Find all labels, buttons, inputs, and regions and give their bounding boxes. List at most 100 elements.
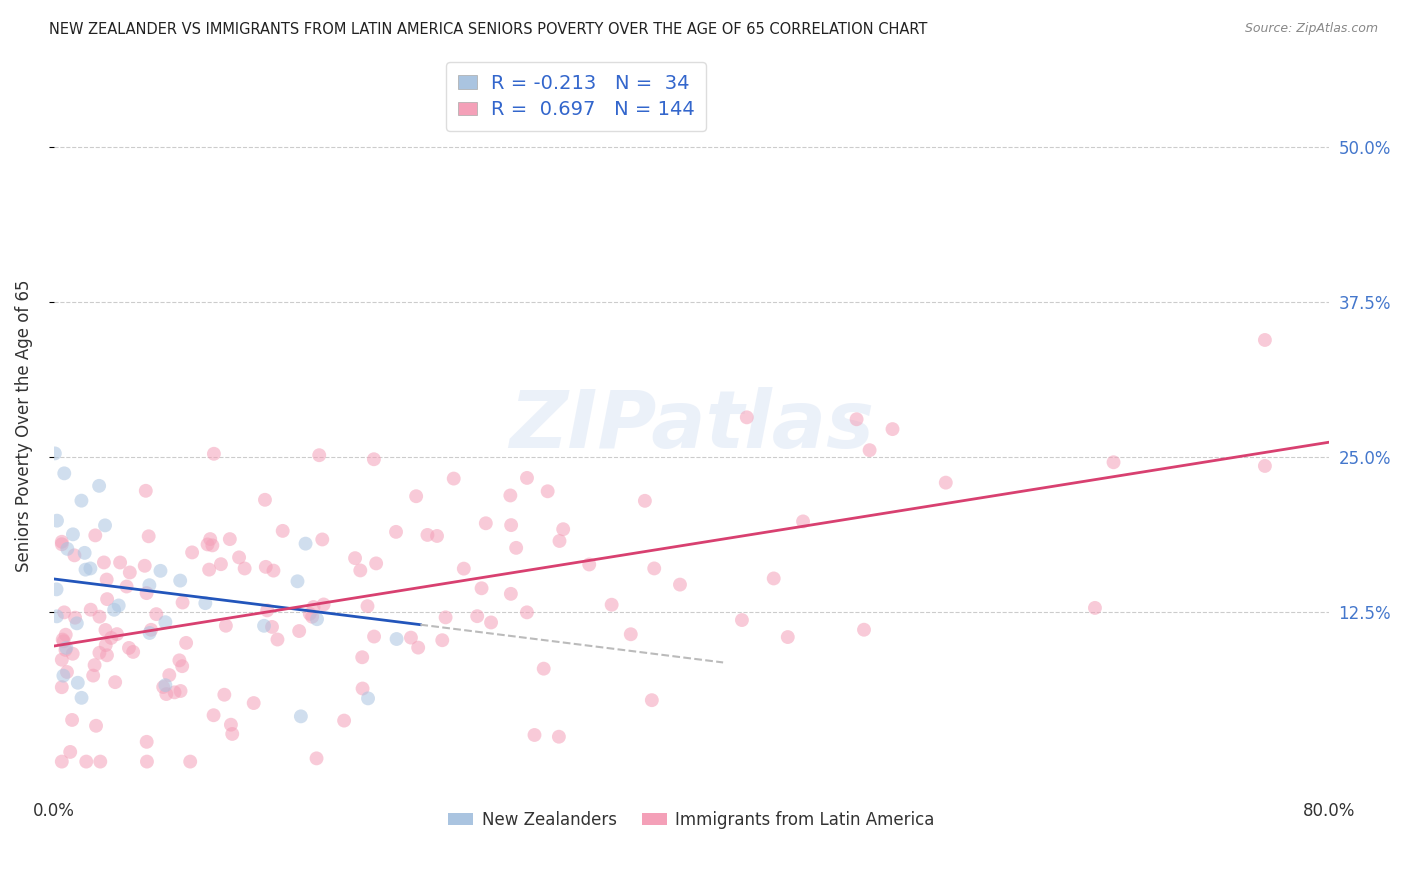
Point bbox=[172, 659, 194, 673]
Point bbox=[641, 693, 664, 707]
Point bbox=[62, 647, 84, 661]
Point bbox=[73, 546, 96, 560]
Point bbox=[155, 687, 177, 701]
Point bbox=[93, 556, 115, 570]
Point bbox=[84, 719, 107, 733]
Point bbox=[385, 524, 408, 539]
Point bbox=[443, 472, 465, 486]
Point bbox=[70, 690, 93, 705]
Point bbox=[405, 489, 427, 503]
Point bbox=[45, 582, 67, 597]
Point bbox=[731, 613, 754, 627]
Point bbox=[53, 606, 76, 620]
Point bbox=[51, 534, 73, 549]
Point bbox=[66, 616, 89, 631]
Point bbox=[221, 727, 243, 741]
Point bbox=[201, 538, 224, 552]
Point bbox=[63, 549, 86, 563]
Point bbox=[118, 640, 141, 655]
Point bbox=[172, 595, 194, 609]
Point bbox=[134, 558, 156, 573]
Point bbox=[51, 680, 73, 694]
Point bbox=[516, 471, 538, 485]
Point bbox=[385, 632, 408, 646]
Point bbox=[181, 545, 204, 559]
Point bbox=[643, 561, 665, 575]
Point bbox=[533, 662, 555, 676]
Point bbox=[96, 648, 118, 663]
Point bbox=[432, 633, 454, 648]
Point bbox=[200, 532, 222, 546]
Point bbox=[288, 624, 311, 638]
Point bbox=[479, 615, 502, 630]
Point bbox=[416, 528, 439, 542]
Point bbox=[89, 479, 111, 493]
Point bbox=[271, 524, 294, 538]
Point bbox=[155, 678, 177, 692]
Y-axis label: Seniors Poverty Over the Age of 65: Seniors Poverty Over the Age of 65 bbox=[15, 280, 32, 573]
Point bbox=[138, 529, 160, 543]
Point bbox=[471, 582, 494, 596]
Point bbox=[294, 536, 316, 550]
Point bbox=[363, 452, 385, 467]
Point bbox=[135, 586, 157, 600]
Point bbox=[228, 550, 250, 565]
Point bbox=[406, 640, 429, 655]
Point bbox=[776, 630, 799, 644]
Point bbox=[669, 577, 692, 591]
Point bbox=[45, 609, 67, 624]
Legend: New Zealanders, Immigrants from Latin America: New Zealanders, Immigrants from Latin Am… bbox=[441, 805, 941, 836]
Point bbox=[548, 730, 571, 744]
Point bbox=[501, 518, 523, 533]
Point bbox=[853, 623, 876, 637]
Point bbox=[453, 561, 475, 575]
Point bbox=[233, 561, 256, 575]
Point bbox=[735, 410, 758, 425]
Point bbox=[352, 681, 374, 696]
Point bbox=[349, 563, 371, 577]
Point bbox=[179, 755, 201, 769]
Point bbox=[94, 623, 117, 637]
Point bbox=[209, 557, 232, 571]
Point bbox=[356, 599, 378, 614]
Point bbox=[287, 574, 309, 589]
Text: Source: ZipAtlas.com: Source: ZipAtlas.com bbox=[1244, 22, 1378, 36]
Point bbox=[149, 564, 172, 578]
Point bbox=[553, 522, 575, 536]
Point bbox=[152, 680, 174, 694]
Point bbox=[260, 620, 283, 634]
Point bbox=[1102, 455, 1125, 469]
Point bbox=[59, 745, 82, 759]
Point bbox=[242, 696, 264, 710]
Point bbox=[352, 650, 374, 665]
Point bbox=[100, 631, 122, 645]
Point bbox=[845, 412, 868, 426]
Point bbox=[311, 533, 333, 547]
Point bbox=[505, 541, 527, 555]
Point bbox=[305, 612, 328, 626]
Point bbox=[523, 728, 546, 742]
Point bbox=[792, 515, 814, 529]
Point bbox=[83, 658, 105, 673]
Point bbox=[578, 558, 600, 572]
Point bbox=[858, 443, 880, 458]
Point bbox=[52, 632, 75, 647]
Point bbox=[762, 571, 785, 585]
Point bbox=[465, 609, 488, 624]
Point bbox=[135, 483, 157, 498]
Point bbox=[194, 596, 217, 610]
Point bbox=[157, 668, 180, 682]
Point bbox=[214, 688, 236, 702]
Point bbox=[104, 675, 127, 690]
Point bbox=[118, 566, 141, 580]
Point bbox=[96, 592, 118, 607]
Point bbox=[75, 755, 97, 769]
Point bbox=[56, 665, 79, 679]
Point bbox=[56, 541, 79, 556]
Point bbox=[475, 516, 498, 531]
Point bbox=[96, 573, 118, 587]
Point bbox=[290, 709, 312, 723]
Point bbox=[499, 488, 522, 502]
Point bbox=[399, 631, 422, 645]
Point bbox=[107, 599, 129, 613]
